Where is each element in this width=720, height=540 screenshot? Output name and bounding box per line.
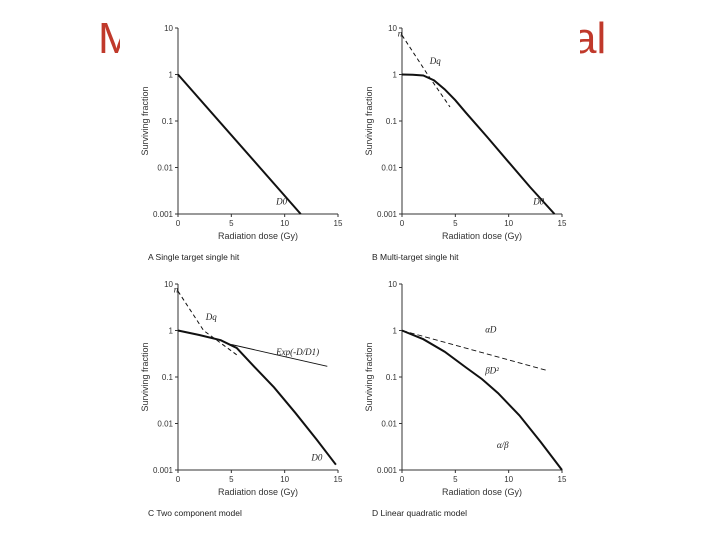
panel-1-caption: A Single target single hit (148, 252, 240, 262)
panel-2-caption: B Multi-target single hit (372, 252, 459, 262)
panel-4-x-axis-label: Radiation dose (Gy) (442, 487, 522, 497)
panel-4-y-axis-label: Surviving fraction (364, 342, 374, 411)
panel-4-y-tick-label: 1 (393, 327, 398, 336)
panel-1-x-tick-label: 10 (280, 219, 289, 228)
panel-2-y-tick-label: 0.001 (377, 210, 398, 219)
panel-3-y-tick-label: 10 (164, 280, 173, 289)
panel-1-y-tick-label: 0.1 (162, 117, 174, 126)
panel-1-y-tick-label: 1 (169, 71, 174, 80)
panel-3-x-tick-label: 5 (229, 475, 234, 484)
panel-1-y-tick-label: 10 (164, 24, 173, 33)
panel-2-series-2 (401, 34, 451, 108)
panel-3-y-tick-label: 1 (169, 327, 174, 336)
panel-4-series-2 (401, 330, 547, 371)
panel-2-x-tick-label: 15 (558, 219, 567, 228)
panel-3-y-tick-label: 0.01 (157, 420, 173, 429)
panel-3-x-tick-label: 15 (334, 475, 343, 484)
panel-4-annotation: αD (485, 325, 497, 335)
panel-3-series-1 (177, 329, 337, 466)
panel-1-annotation: D0 (275, 197, 287, 207)
panel-4-annotation: α/β (497, 440, 509, 450)
panel-4-annotation: βD² (484, 365, 499, 375)
panel-1-y-tick-label: 0.01 (157, 164, 173, 173)
panel-2-y-tick-label: 10 (388, 24, 397, 33)
panel-2-y-tick-label: 1 (393, 71, 398, 80)
panel-4-x-tick-label: 10 (504, 475, 513, 484)
panel-2-series-1 (401, 73, 556, 215)
panel-3-series-3 (231, 344, 328, 367)
panel-2-y-tick-label: 0.1 (386, 117, 398, 126)
panel-3-y-axis-label: Surviving fraction (140, 342, 150, 411)
panel-4-caption: D Linear quadratic model (372, 508, 467, 518)
panel-4-y-tick-label: 0.1 (386, 373, 398, 382)
panel-2-x-tick-label: 0 (400, 219, 405, 228)
panel-3-x-tick-label: 10 (280, 475, 289, 484)
panel-3-annotation: n (174, 285, 179, 295)
panel-1-x-tick-label: 5 (229, 219, 234, 228)
panel-4-x-tick-label: 0 (400, 475, 405, 484)
panel-4-y-tick-label: 0.001 (377, 466, 398, 475)
panel-1-x-axis-label: Radiation dose (Gy) (218, 231, 298, 241)
panel-1-y-axis-label: Surviving fraction (140, 86, 150, 155)
panel-2-y-tick-label: 0.01 (381, 164, 397, 173)
panel-4-y-tick-label: 0.01 (381, 420, 397, 429)
panel-2-annotation: D0 (532, 197, 544, 207)
panel-2-x-axis-label: Radiation dose (Gy) (442, 231, 522, 241)
panel-3-series-2 (177, 290, 237, 356)
panel-3-x-axis-label: Radiation dose (Gy) (218, 487, 298, 497)
panel-4-series-1 (401, 329, 563, 471)
survival-curves-figure: 10 1 0.1 0.01 0.001 0 5 10 15 Surviving fraction R… (120, 14, 580, 526)
panel-2-annotation: n (398, 29, 403, 39)
panel-3-annotation: D0 (310, 453, 322, 463)
panel-4-x-tick-label: 5 (453, 475, 458, 484)
panel-3-caption: C Two component model (148, 508, 242, 518)
panel-3-annotation: Dq (205, 312, 217, 322)
panel-4-x-tick-label: 15 (558, 475, 567, 484)
panel-2-x-tick-label: 10 (504, 219, 513, 228)
panel-1-series-1 (177, 73, 302, 215)
panel-2-y-axis-label: Surviving fraction (364, 86, 374, 155)
panel-3-annotation: Exp(-D/D1) (275, 347, 319, 357)
panel-3-x-tick-label: 0 (176, 475, 181, 484)
panel-2-x-tick-label: 5 (453, 219, 458, 228)
panel-3-y-tick-label: 0.001 (153, 466, 174, 475)
panel-4-y-tick-label: 10 (388, 280, 397, 289)
panel-1-x-tick-label: 15 (334, 219, 343, 228)
panel-3-y-tick-label: 0.1 (162, 373, 174, 382)
panel-2-annotation: Dq (429, 56, 441, 66)
panel-1-x-tick-label: 0 (176, 219, 181, 228)
panel-1-y-tick-label: 0.001 (153, 210, 174, 219)
